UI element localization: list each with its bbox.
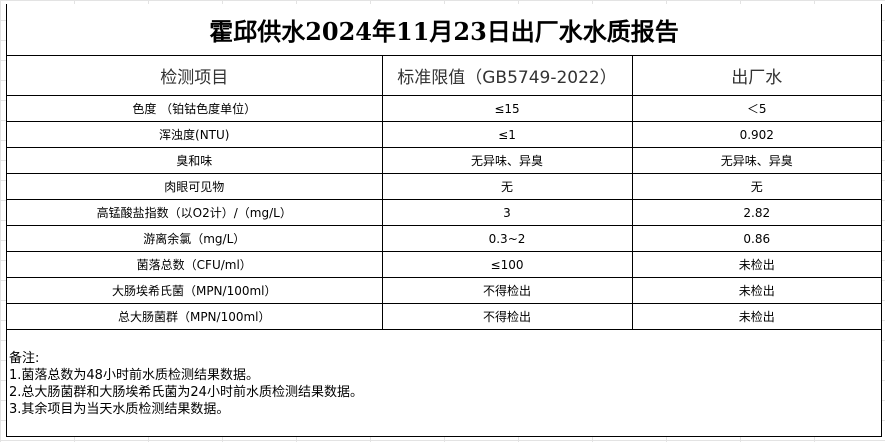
cell-result[interactable]: 0.902 xyxy=(631,121,881,148)
cell-result[interactable]: ＜5 xyxy=(631,95,881,122)
cell-standard[interactable]: ≤100 xyxy=(381,251,633,278)
table-row: 肉眼可见物无无 xyxy=(7,173,881,200)
header-item[interactable]: 检测项目 xyxy=(7,56,383,96)
cell-item[interactable]: 菌落总数（CFU/ml） xyxy=(7,251,383,278)
report-sheet: 霍邱供水2024年11月23日出厂水水质报告 检测项目 标准限值（GB5749-… xyxy=(6,4,882,437)
cell-result[interactable]: 未检出 xyxy=(631,277,881,304)
cell-standard[interactable]: 无异味、异臭 xyxy=(381,147,633,174)
note-line: 3.其余项目为当天水质检测结果数据。 xyxy=(9,402,230,417)
cell-standard[interactable]: ≤1 xyxy=(381,121,633,148)
cell-result[interactable]: 无 xyxy=(631,173,881,200)
cell-item[interactable]: 肉眼可见物 xyxy=(7,173,383,200)
table-row: 臭和味 无异味、异臭 无异味、异臭 xyxy=(7,147,881,174)
cell-item[interactable]: 高锰酸盐指数（以O2计）/（mg/L） xyxy=(7,199,383,226)
notes-label: 备注: xyxy=(9,351,40,366)
header-result[interactable]: 出厂水 xyxy=(631,56,881,96)
quality-table: 检测项目 标准限值（GB5749-2022） 出厂水 色度 （铂钴色度单位） ≤1… xyxy=(7,56,881,330)
cell-standard[interactable]: 无 xyxy=(381,173,633,200)
cell-result[interactable]: 未检出 xyxy=(631,303,881,330)
table-row: 大肠埃希氏菌（MPN/100ml） 不得检出 未检出 xyxy=(7,277,881,304)
cell-item[interactable]: 总大肠菌群（MPN/100ml） xyxy=(7,303,383,330)
cell-item[interactable]: 大肠埃希氏菌（MPN/100ml） xyxy=(7,277,383,304)
cell-result[interactable]: 0.86 xyxy=(631,225,881,252)
table-row: 菌落总数（CFU/ml） ≤100 未检出 xyxy=(7,251,881,278)
cell-standard[interactable]: 3 xyxy=(381,199,633,226)
note-line: 1.菌落总数为48小时前水质检测结果数据。 xyxy=(9,368,259,383)
table-row: 游离余氯（mg/L） 0.3~2 0.86 xyxy=(7,225,881,252)
cell-result[interactable]: 无异味、异臭 xyxy=(631,147,881,174)
table-header: 检测项目 标准限值（GB5749-2022） 出厂水 xyxy=(7,56,881,96)
cell-item[interactable]: 游离余氯（mg/L） xyxy=(7,225,383,252)
table-row: 高锰酸盐指数（以O2计）/（mg/L） 3 2.82 xyxy=(7,199,881,226)
cell-item[interactable]: 浑浊度(NTU) xyxy=(7,121,383,148)
table-row: 浑浊度(NTU) ≤1 0.902 xyxy=(7,121,881,148)
table-row: 总大肠菌群（MPN/100ml） 不得检出 未检出 xyxy=(7,303,881,330)
header-standard[interactable]: 标准限值（GB5749-2022） xyxy=(381,56,633,96)
note-line: 2.总大肠菌群和大肠埃希氏菌为24小时前水质检测结果数据。 xyxy=(9,385,363,400)
cell-standard[interactable]: 0.3~2 xyxy=(381,225,633,252)
notes[interactable]: 备注: 1.菌落总数为48小时前水质检测结果数据。 2.总大肠菌群和大肠埃希氏菌… xyxy=(7,330,881,418)
cell-item[interactable]: 色度 （铂钴色度单位） xyxy=(7,95,383,122)
report-title: 霍邱供水2024年11月23日出厂水水质报告 xyxy=(7,4,881,56)
cell-standard[interactable]: ≤15 xyxy=(381,95,633,122)
cell-standard[interactable]: 不得检出 xyxy=(381,277,633,304)
table-row: 色度 （铂钴色度单位） ≤15 ＜5 xyxy=(7,95,881,122)
cell-item[interactable]: 臭和味 xyxy=(7,147,383,174)
cell-result[interactable]: 2.82 xyxy=(631,199,881,226)
cell-standard[interactable]: 不得检出 xyxy=(381,303,633,330)
cell-result[interactable]: 未检出 xyxy=(631,251,881,278)
